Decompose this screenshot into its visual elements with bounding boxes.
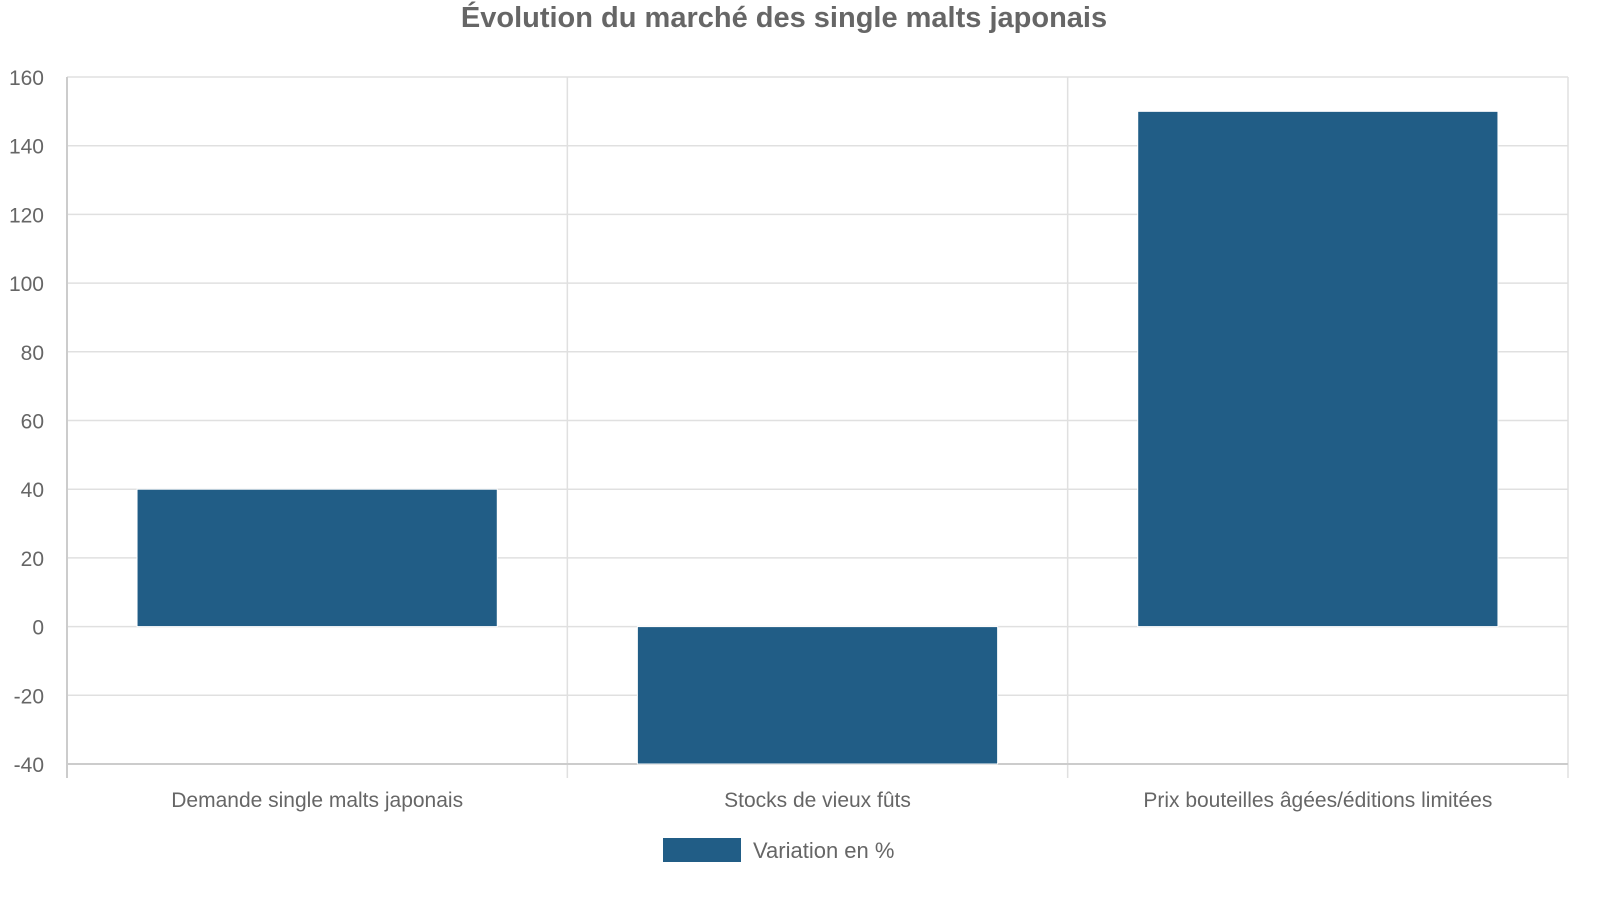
y-tick-label: 120 <box>9 204 44 227</box>
y-tick-label: 0 <box>32 617 44 640</box>
x-tick-label: Demande single malts japonais <box>171 789 463 812</box>
y-tick-label: -40 <box>14 754 44 777</box>
bar <box>636 626 999 765</box>
chart-title: Évolution du marché des single malts jap… <box>460 2 1108 34</box>
y-tick-label: 140 <box>9 136 44 159</box>
y-tick-label: 100 <box>9 273 44 296</box>
x-tick-label: Stocks de vieux fûts <box>724 789 911 812</box>
y-tick-label: 40 <box>21 479 44 502</box>
bar <box>136 488 498 628</box>
y-tick-label: 80 <box>21 342 44 365</box>
y-tick-label: 160 <box>9 67 44 90</box>
y-tick-label: 60 <box>21 411 44 434</box>
legend-swatch <box>663 838 741 862</box>
bar <box>1137 110 1499 628</box>
x-tick-label: Prix bouteilles âgées/éditions limitées <box>1143 789 1492 812</box>
y-tick-label: -20 <box>14 685 44 708</box>
legend-label: Variation en % <box>753 838 894 863</box>
y-tick-label: 20 <box>21 548 44 571</box>
